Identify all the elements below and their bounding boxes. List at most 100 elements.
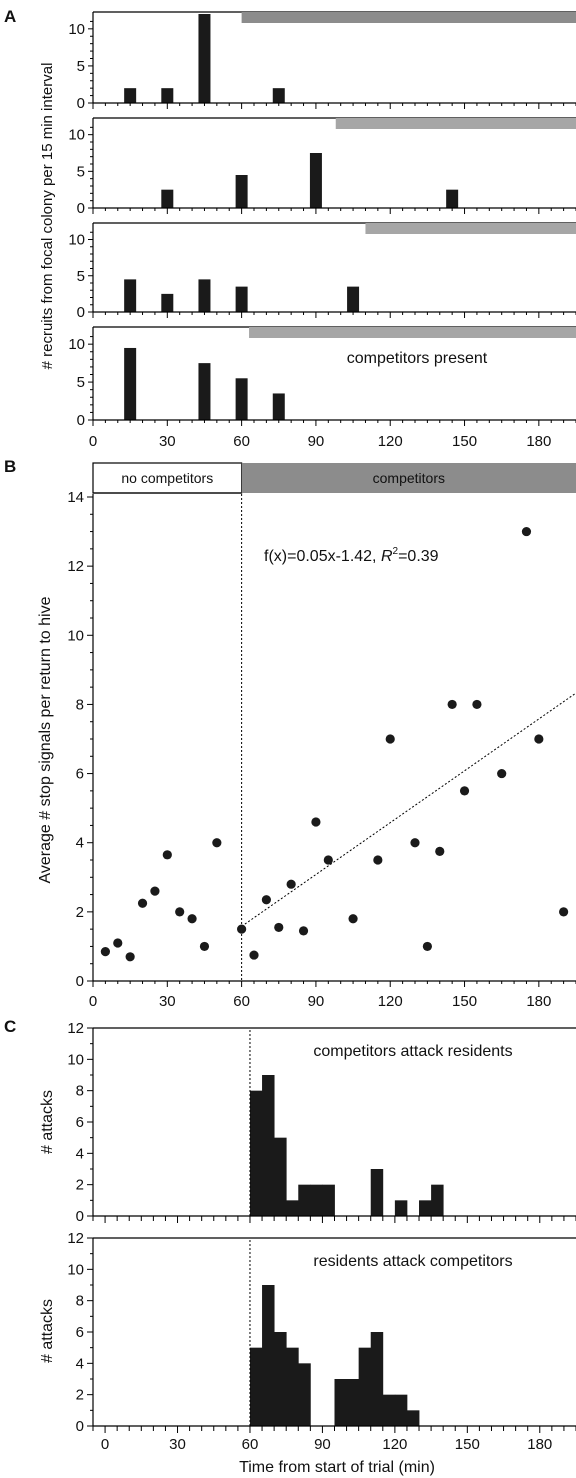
x-tick-label-a: 0 — [89, 433, 97, 450]
y-tick-label-a4: 0 — [77, 412, 85, 429]
data-point-28 — [497, 768, 507, 779]
y-tick-label-c2: 10 — [67, 1261, 84, 1278]
attack-bin-c2-8 — [334, 1379, 347, 1426]
data-point-18 — [323, 855, 333, 865]
y-tick-label-c1: 10 — [67, 1051, 84, 1068]
data-point-12 — [249, 950, 259, 960]
x-tick-label-c: 60 — [242, 1436, 259, 1453]
x-tick-label-b: 30 — [159, 993, 176, 1010]
data-point-27 — [472, 699, 482, 710]
data-point-24 — [435, 846, 445, 856]
attack-bin-c2-12 — [382, 1394, 396, 1426]
y-tick-label-a3: 5 — [77, 268, 85, 285]
bar-a3-1 — [124, 279, 137, 312]
data-point-17 — [311, 817, 321, 827]
bar-a4-2 — [198, 363, 211, 420]
no-competitors-header — [92, 462, 243, 494]
y-tick-label-c1: 0 — [76, 1208, 84, 1225]
x-tick-label-c: 120 — [382, 1436, 407, 1453]
y-tick-label-c2: 12 — [67, 1230, 84, 1247]
attack-bin-c2-13 — [394, 1394, 408, 1426]
data-point-6 — [162, 850, 172, 860]
x-tick-label-c: 90 — [314, 1436, 331, 1453]
data-point-13 — [261, 895, 271, 905]
data-point-11 — [237, 924, 247, 934]
data-point-5 — [150, 886, 160, 896]
x-tick-label-b: 180 — [526, 993, 551, 1010]
y-tick-label-c2: 6 — [76, 1324, 84, 1341]
panel-label-c: C — [4, 1017, 16, 1036]
y-tick-label-a4: 5 — [77, 374, 85, 391]
fit-r2-symbol: R — [381, 548, 393, 565]
bar-a2-2 — [235, 175, 248, 208]
y-tick-label-b: 2 — [76, 904, 84, 921]
y-tick-label-c2: 8 — [76, 1293, 84, 1310]
x-tick-label-b: 150 — [452, 993, 477, 1010]
subpanel-title-c2: residents attack competitors — [313, 1253, 512, 1270]
data-point-22 — [410, 838, 420, 848]
panel-label-a: A — [4, 7, 16, 26]
attack-bin-c1-11 — [370, 1169, 384, 1216]
fit-equation: f(x)=0.05x-1.42, R2=0.39 — [264, 546, 439, 565]
data-point-2 — [113, 938, 123, 948]
competitor-band-4 — [249, 327, 576, 338]
attack-bin-c2-1 — [249, 1347, 263, 1426]
attack-bin-c2-11 — [370, 1332, 384, 1426]
fit-line — [241, 692, 576, 927]
data-point-4 — [137, 898, 148, 908]
bar-a4-1 — [124, 347, 137, 420]
data-point-20 — [373, 855, 383, 865]
y-tick-label-c1: 12 — [67, 1020, 84, 1037]
data-point-10 — [212, 838, 222, 848]
y-tick-label-b: 0 — [76, 973, 84, 990]
no-competitors-label: no competitors — [121, 470, 213, 486]
attack-bin-c2-14 — [406, 1410, 420, 1426]
y-tick-label-a1: 0 — [77, 95, 85, 112]
data-point-19 — [348, 914, 358, 924]
x-tick-label-c: 30 — [169, 1436, 186, 1453]
attack-bin-c2-9 — [346, 1379, 360, 1426]
bar-a2-1 — [161, 189, 174, 208]
data-point-3 — [125, 952, 135, 962]
x-tick-label-b: 60 — [233, 993, 250, 1010]
attack-bin-c1-13 — [394, 1200, 408, 1216]
attack-bin-c1-6 — [310, 1184, 323, 1216]
attack-bin-c1-15 — [419, 1200, 432, 1216]
data-point-21 — [385, 734, 395, 744]
attack-bin-c1-1 — [249, 1090, 263, 1216]
bar-a1-3 — [198, 14, 211, 103]
x-tick-label-b: 120 — [378, 993, 403, 1010]
bar-a2-3 — [309, 153, 322, 208]
bar-a3-4 — [235, 286, 248, 312]
x-tick-label-a: 150 — [452, 433, 477, 450]
y-tick-label-c1: 8 — [76, 1083, 84, 1100]
attack-bin-c2-4 — [286, 1347, 299, 1426]
y-tick-label-b: 10 — [67, 627, 84, 644]
attack-bin-c1-5 — [298, 1184, 311, 1216]
y-tick-label-a3: 0 — [77, 304, 85, 321]
data-point-29 — [521, 526, 532, 537]
x-axis-label-c: Time from start of trial (min) — [239, 1459, 435, 1476]
y-tick-label-c1: 4 — [76, 1145, 84, 1162]
data-point-7 — [175, 907, 185, 917]
y-tick-label-b: 12 — [67, 558, 84, 575]
y-axis-label-a: # recruits from focal colony per 15 min … — [39, 63, 56, 370]
data-point-25 — [447, 699, 457, 710]
competitors-header — [241, 463, 576, 493]
y-tick-label-c2: 0 — [76, 1418, 84, 1435]
attack-bin-c1-16 — [431, 1184, 444, 1216]
y-axis-label-c2: # attacks — [39, 1299, 56, 1363]
y-tick-label-a2: 10 — [68, 127, 85, 144]
bar-a4-4 — [272, 393, 285, 420]
y-tick-label-a1: 5 — [77, 58, 85, 75]
attack-bin-c1-3 — [274, 1137, 287, 1216]
y-axis-label-c1: # attacks — [39, 1090, 56, 1154]
fit-formula: f(x)=0.05x-1.42, — [264, 548, 381, 565]
data-point-8 — [187, 914, 197, 924]
bar-a3-2 — [161, 293, 174, 312]
x-tick-label-c: 150 — [455, 1436, 480, 1453]
data-point-9 — [199, 941, 210, 952]
data-point-15 — [286, 879, 296, 889]
bar-a4-3 — [235, 378, 248, 420]
data-point-30 — [534, 734, 544, 744]
